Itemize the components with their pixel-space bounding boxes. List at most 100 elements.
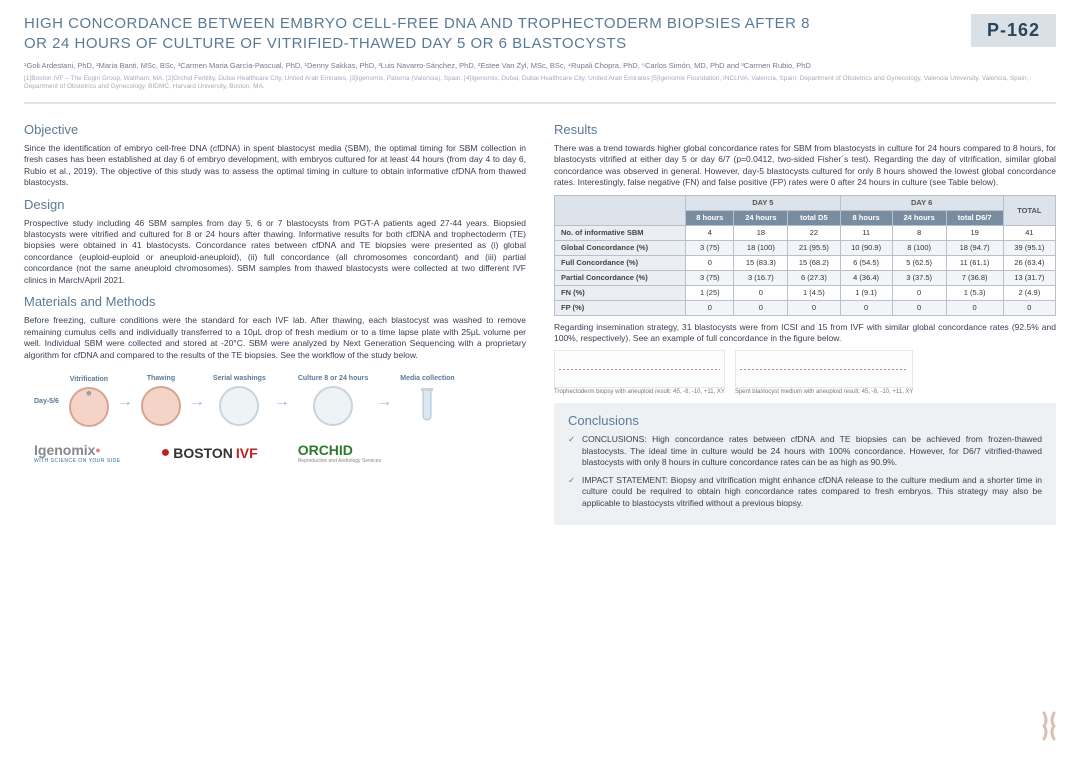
- wf-arrow-icon: →: [376, 393, 392, 411]
- table-header-day5: DAY 5: [686, 195, 840, 210]
- table-cell: 13 (31.7): [1003, 270, 1055, 285]
- table-cell: 3 (37.5): [892, 270, 946, 285]
- dish-icon: [313, 386, 353, 426]
- wf-step-1: Vitrification: [69, 376, 109, 383]
- table-cell: 8 (100): [892, 240, 946, 255]
- igenomix-logo: Igenomix•WITH SCIENCE ON YOUR SIDE: [34, 442, 121, 464]
- methods-heading: Materials and Methods: [24, 294, 526, 309]
- wf-step-4: Culture 8 or 24 hours: [298, 375, 368, 382]
- left-column: Objective Since the identification of em…: [24, 114, 526, 526]
- design-heading: Design: [24, 197, 526, 212]
- results-heading: Results: [554, 122, 1056, 137]
- objective-text: Since the identification of embryo cell-…: [24, 143, 526, 189]
- orchid-logo: ORCHIDReproductive and Andrology Service…: [298, 442, 381, 464]
- table-cell: 19: [946, 225, 1003, 240]
- table-cell: 0: [734, 285, 788, 300]
- wf-arrow-icon: →: [274, 393, 290, 411]
- table-cell: 8: [892, 225, 946, 240]
- table-cell: 6 (27.3): [788, 270, 840, 285]
- table-cell: 2 (4.9): [1003, 285, 1055, 300]
- dish-icon: [219, 386, 259, 426]
- table-cell: 7 (36.8): [946, 270, 1003, 285]
- chart-caption-left: Trophectoderm biopsy with aneuploid resu…: [554, 389, 725, 395]
- table-subheader: total D6/7: [946, 210, 1003, 225]
- concordance-figures: Trophectoderm biopsy with aneuploid resu…: [554, 350, 1056, 395]
- chromosome-icon: [1038, 711, 1060, 741]
- table-cell: 1 (25): [686, 285, 734, 300]
- results-table: DAY 5 DAY 6 TOTAL 8 hours 24 hours total…: [554, 195, 1056, 316]
- conclusion-item: CONCLUSIONS: High concordance rates betw…: [568, 434, 1042, 468]
- wf-step-5: Media collection: [400, 375, 454, 382]
- workflow-day-label: Day-5/6: [34, 398, 59, 405]
- table-subheader: 24 hours: [734, 210, 788, 225]
- embryo-icon: ❄: [69, 387, 109, 427]
- table-row-label: No. of informative SBM: [555, 225, 686, 240]
- table-cell: 4 (36.4): [840, 270, 892, 285]
- results-text-1: There was a trend towards higher global …: [554, 143, 1056, 189]
- table-subheader: 8 hours: [840, 210, 892, 225]
- table-cell: 0: [946, 300, 1003, 315]
- table-cell: 1 (5.3): [946, 285, 1003, 300]
- objective-heading: Objective: [24, 122, 526, 137]
- table-row-label: Global Concordance (%): [555, 240, 686, 255]
- chart-caption-right: Spent blastocyst medium with aneuploid r…: [735, 389, 914, 395]
- table-cell: 3 (16.7): [734, 270, 788, 285]
- table-subheader: total D5: [788, 210, 840, 225]
- table-cell: 1 (4.5): [788, 285, 840, 300]
- table-cell: 18 (94.7): [946, 240, 1003, 255]
- conclusions-box: Conclusions CONCLUSIONS: High concordanc…: [554, 403, 1056, 525]
- table-cell: 1 (9.1): [840, 285, 892, 300]
- poster-id-badge: P-162: [971, 14, 1056, 47]
- table-row-label: Full Concordance (%): [555, 255, 686, 270]
- conclusions-heading: Conclusions: [568, 413, 1042, 428]
- wf-step-3: Serial washings: [213, 375, 266, 382]
- table-cell: 5 (62.5): [892, 255, 946, 270]
- table-cell: 3 (75): [686, 240, 734, 255]
- tube-icon: [407, 386, 447, 426]
- wf-arrow-icon: →: [117, 393, 133, 411]
- bostonivf-logo: ●BOSTONIVF: [161, 444, 258, 462]
- conclusion-item: IMPACT STATEMENT: Biopsy and vitrificati…: [568, 475, 1042, 509]
- table-cell: 4: [686, 225, 734, 240]
- table-cell: 18 (100): [734, 240, 788, 255]
- table-cell: 0: [1003, 300, 1055, 315]
- table-cell: 15 (83.3): [734, 255, 788, 270]
- right-column: Results There was a trend towards higher…: [554, 114, 1056, 526]
- table-cell: 21 (95.5): [788, 240, 840, 255]
- table-cell: 0: [892, 285, 946, 300]
- authors-line: ¹Goli Ardestani, PhD, ²Maria Banti, MSc,…: [0, 61, 1080, 75]
- embryo-icon: [141, 386, 181, 426]
- workflow-diagram: Day-5/6 Vitrification ❄ → Thawing → Seria…: [34, 375, 526, 428]
- table-row-label: Partial Concordance (%): [555, 270, 686, 285]
- table-row-label: FP (%): [555, 300, 686, 315]
- sbm-chart: [735, 350, 914, 388]
- wf-arrow-icon: →: [189, 393, 205, 411]
- table-subheader: 8 hours: [686, 210, 734, 225]
- table-cell: 41: [1003, 225, 1055, 240]
- table-cell: 0: [840, 300, 892, 315]
- table-cell: 11 (61.1): [946, 255, 1003, 270]
- table-cell: 3 (75): [686, 270, 734, 285]
- table-cell: 18: [734, 225, 788, 240]
- table-cell: 10 (90.9): [840, 240, 892, 255]
- methods-text: Before freezing, culture conditions were…: [24, 315, 526, 361]
- table-cell: 0: [892, 300, 946, 315]
- table-cell: 26 (63.4): [1003, 255, 1055, 270]
- table-cell: 11: [840, 225, 892, 240]
- table-cell: 15 (68.2): [788, 255, 840, 270]
- table-cell: 0: [686, 255, 734, 270]
- poster-title: HIGH CONCORDANCE BETWEEN EMBRYO CELL-FRE…: [24, 14, 824, 53]
- sponsor-logos: Igenomix•WITH SCIENCE ON YOUR SIDE ●BOST…: [24, 442, 526, 464]
- table-header-day6: DAY 6: [840, 195, 1003, 210]
- table-cell: 0: [734, 300, 788, 315]
- table-cell: 39 (95.1): [1003, 240, 1055, 255]
- table-header-total: TOTAL: [1003, 195, 1055, 225]
- table-cell: 6 (54.5): [840, 255, 892, 270]
- table-row-label: FN (%): [555, 285, 686, 300]
- table-cell: 0: [788, 300, 840, 315]
- table-cell: 0: [686, 300, 734, 315]
- results-text-2: Regarding insemination strategy, 31 blas…: [554, 322, 1056, 345]
- trophectoderm-chart: [554, 350, 725, 388]
- table-subheader: 24 hours: [892, 210, 946, 225]
- wf-step-2: Thawing: [141, 375, 181, 382]
